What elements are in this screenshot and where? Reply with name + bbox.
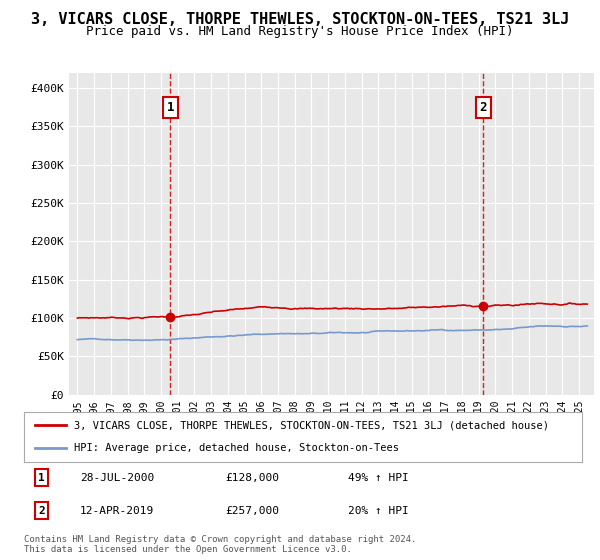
Text: £257,000: £257,000 — [225, 506, 279, 516]
Text: 12-APR-2019: 12-APR-2019 — [80, 506, 154, 516]
Text: 28-JUL-2000: 28-JUL-2000 — [80, 473, 154, 483]
Text: 2: 2 — [479, 101, 487, 114]
Text: £128,000: £128,000 — [225, 473, 279, 483]
Text: 1: 1 — [38, 473, 45, 483]
Text: Price paid vs. HM Land Registry's House Price Index (HPI): Price paid vs. HM Land Registry's House … — [86, 25, 514, 38]
Text: 2: 2 — [38, 506, 45, 516]
Text: HPI: Average price, detached house, Stockton-on-Tees: HPI: Average price, detached house, Stoc… — [74, 444, 399, 454]
Text: 1: 1 — [167, 101, 174, 114]
Text: 3, VICARS CLOSE, THORPE THEWLES, STOCKTON-ON-TEES, TS21 3LJ: 3, VICARS CLOSE, THORPE THEWLES, STOCKTO… — [31, 12, 569, 27]
Text: 49% ↑ HPI: 49% ↑ HPI — [347, 473, 409, 483]
Text: Contains HM Land Registry data © Crown copyright and database right 2024.
This d: Contains HM Land Registry data © Crown c… — [24, 535, 416, 554]
Text: 3, VICARS CLOSE, THORPE THEWLES, STOCKTON-ON-TEES, TS21 3LJ (detached house): 3, VICARS CLOSE, THORPE THEWLES, STOCKTO… — [74, 420, 549, 430]
Text: 20% ↑ HPI: 20% ↑ HPI — [347, 506, 409, 516]
